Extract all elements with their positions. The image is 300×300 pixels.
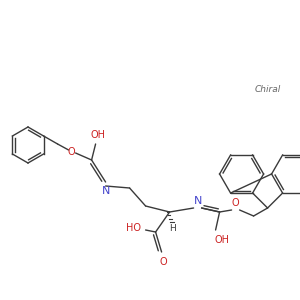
Text: OH: OH	[90, 130, 105, 140]
Text: N: N	[101, 186, 110, 196]
Text: O: O	[68, 147, 75, 157]
Text: Chiral: Chiral	[255, 85, 281, 94]
Text: O: O	[160, 257, 167, 267]
Text: H: H	[169, 224, 176, 233]
Text: O: O	[232, 198, 239, 208]
Text: HO: HO	[126, 223, 141, 233]
Text: N: N	[194, 196, 202, 206]
Text: OH: OH	[214, 235, 229, 245]
